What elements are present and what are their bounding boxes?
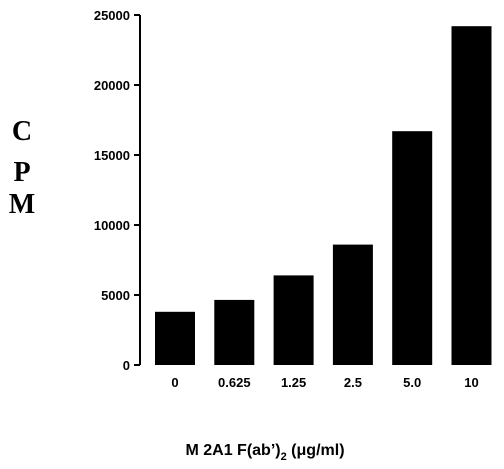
y-axis-label: C P M	[9, 116, 35, 220]
x-axis-label: M 2A1 F(ab’)2 (μg/ml)	[185, 442, 344, 463]
x-tick-label: 10	[464, 375, 478, 390]
plot-area: 0 5000 10000 15000 20000 25000 0 0.625 1.25 2.5 5.…	[94, 8, 492, 390]
y-axis-label-letter: C	[12, 116, 32, 147]
bar	[451, 26, 492, 365]
y-tick-label: 20000	[94, 78, 130, 93]
bar	[273, 275, 314, 365]
y-axis-label-letter: P	[13, 157, 30, 188]
x-axis-label-units: (μg/ml)	[287, 442, 345, 459]
x-tick-label: 5.0	[403, 375, 421, 390]
y-tick-label: 0	[123, 358, 130, 373]
y-tick-label: 15000	[94, 148, 130, 163]
y-tick-label: 5000	[101, 288, 130, 303]
bar	[392, 131, 433, 365]
x-tick-label: 2.5	[344, 375, 362, 390]
y-tick-label: 10000	[94, 218, 130, 233]
y-axis-label-letter: M	[9, 189, 35, 220]
bar	[155, 311, 195, 365]
x-tick-label: 1.25	[281, 375, 306, 390]
x-axis-label-main: M 2A1 F(ab’)	[185, 442, 280, 459]
x-tick-label: 0	[171, 375, 178, 390]
bar	[214, 299, 255, 365]
x-axis-label-subscript: 2	[281, 451, 287, 463]
x-tick-label: 0.625	[218, 375, 251, 390]
bar	[332, 244, 373, 365]
y-tick-label: 25000	[94, 8, 130, 23]
